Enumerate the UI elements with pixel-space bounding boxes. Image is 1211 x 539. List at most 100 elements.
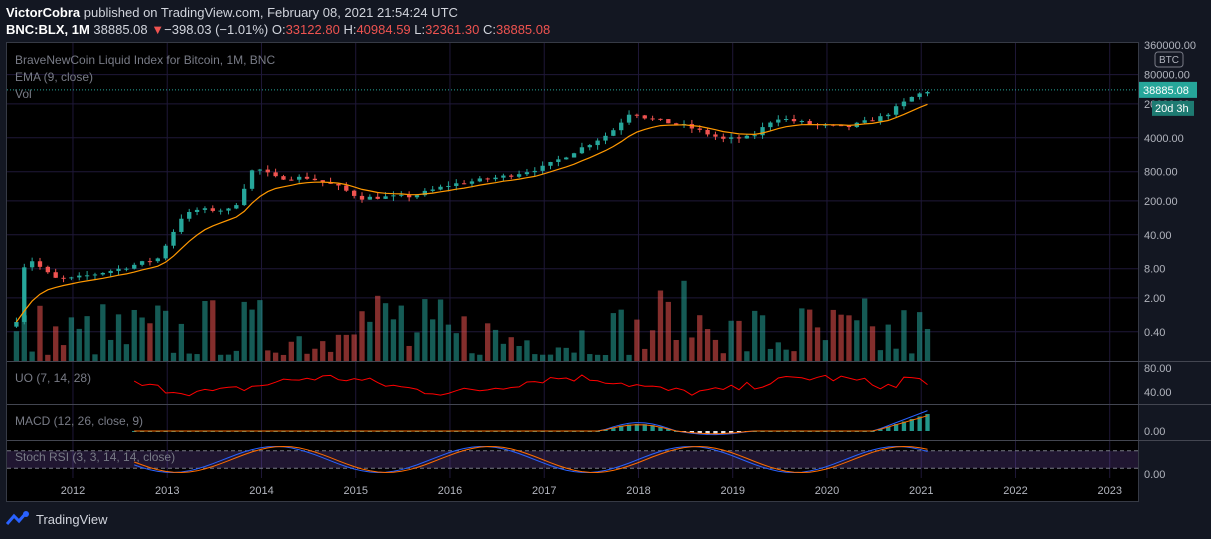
volume-bar bbox=[13, 331, 20, 361]
currency-badge bbox=[1154, 51, 1184, 68]
price-change: −398.03 (−1.01%) bbox=[164, 22, 269, 37]
symbol-label: BNC:BLX, 1M bbox=[6, 22, 90, 37]
volume-bar bbox=[744, 351, 750, 361]
candle-body bbox=[257, 169, 263, 171]
candle-body bbox=[477, 178, 482, 182]
candle-body bbox=[595, 140, 600, 146]
macd-histogram-bar bbox=[666, 428, 671, 431]
candle-body bbox=[359, 195, 365, 200]
volume-bar bbox=[500, 343, 507, 361]
volume-bar bbox=[626, 354, 632, 361]
volume-bar bbox=[579, 330, 585, 361]
volume-bar bbox=[862, 298, 868, 361]
volume-bar bbox=[759, 315, 766, 361]
volume-bar bbox=[45, 354, 51, 361]
time-axis-label: 2014 bbox=[249, 485, 273, 497]
candle-body bbox=[108, 270, 113, 273]
volume-bar bbox=[492, 329, 499, 361]
candle-body bbox=[540, 165, 545, 171]
volume-bar bbox=[508, 337, 514, 361]
macd-histogram-bar bbox=[901, 421, 907, 431]
legend-ema: EMA (9, close) bbox=[15, 70, 93, 84]
volume-bar bbox=[265, 350, 271, 361]
volume-bar bbox=[84, 316, 90, 361]
candle-body bbox=[736, 137, 742, 139]
macd-histogram-bar bbox=[650, 425, 655, 431]
candle-body bbox=[728, 137, 734, 139]
candle-body bbox=[375, 196, 380, 199]
time-axis-label: 2020 bbox=[815, 485, 839, 497]
time-axis-label: 2017 bbox=[532, 485, 556, 497]
footer-brand[interactable]: TradingView bbox=[6, 510, 108, 528]
volume-bar bbox=[367, 321, 373, 361]
volume-bar bbox=[477, 354, 483, 361]
candle-body bbox=[304, 176, 310, 179]
candle-body bbox=[846, 125, 852, 128]
candle-body bbox=[791, 118, 797, 122]
time-axis-label: 2012 bbox=[61, 485, 85, 497]
candle-body bbox=[273, 172, 278, 177]
volume-bar bbox=[53, 326, 59, 361]
candle-body bbox=[658, 118, 663, 120]
volume-bar bbox=[697, 315, 703, 361]
chart-area[interactable] bbox=[6, 42, 1139, 502]
volume-bar bbox=[60, 345, 67, 361]
volume-bar bbox=[131, 309, 137, 361]
candle-body bbox=[124, 268, 129, 270]
volume-bar bbox=[602, 354, 609, 361]
volume-bar bbox=[359, 311, 365, 361]
volume-bar bbox=[485, 323, 491, 361]
publish-info: published on TradingView.com, February 0… bbox=[83, 5, 458, 20]
candle-body bbox=[579, 147, 585, 154]
volume-bar bbox=[665, 301, 671, 361]
volume-bar bbox=[390, 319, 397, 361]
author-name[interactable]: VictorCobra bbox=[6, 5, 81, 20]
candle-body bbox=[603, 135, 608, 141]
volume-bar bbox=[312, 348, 318, 361]
candle-body bbox=[312, 178, 318, 181]
countdown-badge-label: 20d 3h bbox=[1155, 103, 1189, 115]
volume-bar bbox=[21, 315, 27, 361]
volume-bar bbox=[320, 341, 326, 361]
price-axis-label: 4000.00 bbox=[1144, 133, 1184, 145]
low-label: L: bbox=[414, 22, 426, 37]
candle-body bbox=[116, 268, 121, 271]
candle-body bbox=[383, 196, 388, 199]
low-value: 32361.30 bbox=[425, 22, 480, 37]
brand-name: TradingView bbox=[36, 511, 108, 527]
volume-bar bbox=[469, 353, 475, 361]
candle-body bbox=[650, 118, 655, 120]
candle-body bbox=[587, 145, 592, 148]
volume-bar bbox=[830, 309, 836, 361]
candle-body bbox=[799, 121, 805, 123]
candle-body bbox=[768, 122, 773, 128]
candle-body bbox=[406, 194, 412, 198]
candle-body bbox=[485, 178, 490, 180]
macd-histogram-bar bbox=[697, 431, 702, 434]
volume-bar bbox=[445, 324, 452, 361]
volume-bar bbox=[100, 304, 106, 361]
volume-bar bbox=[272, 352, 279, 361]
macd-histogram-bar bbox=[878, 429, 883, 431]
price-axis-label: 2.00 bbox=[1144, 293, 1165, 305]
candle-body bbox=[351, 190, 357, 196]
legend-uo: UO (7, 14, 28) bbox=[15, 371, 91, 385]
candle-body bbox=[249, 170, 255, 189]
candle-body bbox=[446, 185, 451, 187]
volume-bar bbox=[673, 339, 679, 361]
ema-line bbox=[15, 103, 928, 323]
candle-body bbox=[187, 211, 192, 219]
volume-bar bbox=[37, 305, 43, 361]
volume-bar bbox=[249, 309, 255, 361]
macd-histogram-bar bbox=[925, 414, 930, 431]
legend-main: BraveNewCoin Liquid Index for Bitcoin, 1… bbox=[15, 53, 275, 67]
candle-body bbox=[783, 118, 789, 120]
volume-bar bbox=[351, 334, 357, 361]
candle-body bbox=[878, 116, 883, 122]
volume-bar bbox=[555, 347, 562, 361]
volume-bar bbox=[783, 349, 789, 361]
candle-body bbox=[760, 127, 765, 136]
volume-bar bbox=[594, 354, 601, 361]
candle-body bbox=[713, 134, 718, 137]
